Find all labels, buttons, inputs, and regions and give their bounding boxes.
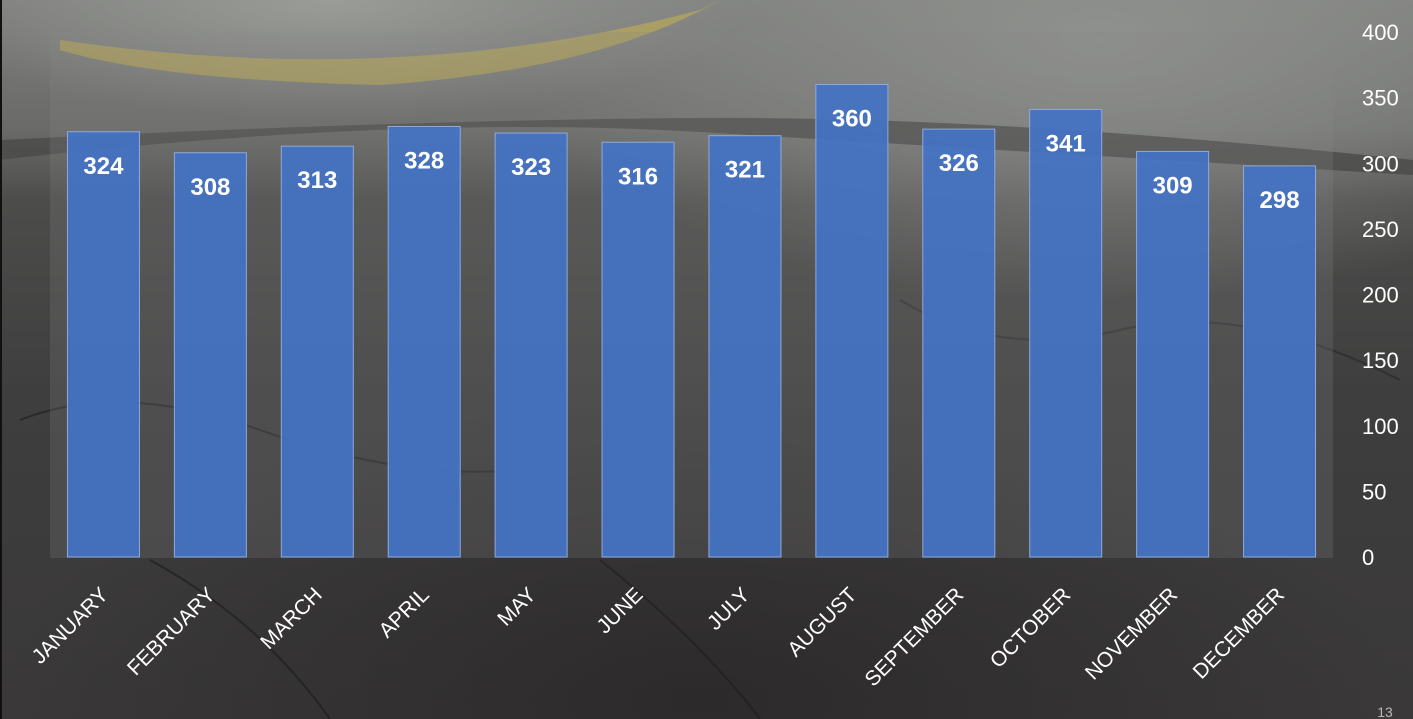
y-tick-label-350: 350 (1362, 86, 1399, 111)
x-tick-label-november: NOVEMBER (1081, 583, 1182, 684)
y-tick-label-150: 150 (1362, 348, 1399, 373)
x-tick-label-june: JUNE (593, 583, 648, 638)
x-tick-label-may: MAY (493, 583, 540, 630)
bar-november (1136, 150, 1210, 558)
plot-area (50, 32, 1333, 558)
bar-october (1029, 108, 1103, 558)
x-tick-label-february: FEBRUARY (123, 583, 220, 680)
bar-april (387, 126, 461, 558)
data-label-november: 309 (1153, 172, 1193, 199)
x-tick-label-january: JANUARY (28, 583, 113, 668)
bar-february (173, 152, 247, 558)
page-number: 13 (1377, 704, 1393, 719)
data-label-october: 341 (1046, 130, 1086, 157)
bar-july (708, 135, 782, 558)
data-label-june: 316 (618, 163, 658, 190)
x-tick-label-december: DECEMBER (1189, 583, 1289, 683)
x-tick-label-october: OCTOBER (986, 583, 1075, 672)
y-axis-labels-group: 0 50 100 150 200 250 300 350 400 (1362, 20, 1399, 570)
data-label-september: 326 (939, 150, 979, 177)
bar-january (66, 131, 140, 558)
data-label-march: 313 (297, 167, 337, 194)
x-tick-label-september: SEPTEMBER (860, 583, 968, 691)
bar-june (601, 141, 675, 558)
y-tick-label-0: 0 (1362, 545, 1374, 570)
data-labels-group: 324 308 313 328 323 316 321 360 326 341 309 298 (83, 106, 1299, 214)
x-tick-label-august: AUGUST (783, 583, 861, 661)
data-label-april: 328 (404, 148, 444, 175)
y-tick-label-400: 400 (1362, 20, 1399, 45)
x-axis-labels-group: JANUARY FEBRUARY MARCH APRIL MAY JUNE JULY AUGU… (28, 583, 1289, 691)
bar-august (815, 84, 889, 558)
data-label-may: 323 (511, 154, 551, 181)
x-tick-label-july: JULY (703, 583, 754, 634)
x-tick-label-april: APRIL (375, 583, 434, 642)
bar-september (922, 128, 996, 558)
data-label-january: 324 (83, 153, 124, 180)
data-label-december: 298 (1260, 187, 1300, 214)
bar-may (494, 132, 568, 558)
data-label-february: 308 (190, 174, 230, 201)
data-label-july: 321 (725, 157, 765, 184)
bars-group (66, 84, 1317, 558)
data-label-august: 360 (832, 106, 872, 133)
y-tick-label-250: 250 (1362, 217, 1399, 242)
x-tick-label-march: MARCH (256, 583, 327, 654)
y-tick-label-50: 50 (1362, 479, 1386, 504)
bar-december (1243, 165, 1317, 558)
y-tick-label-300: 300 (1362, 151, 1399, 176)
y-tick-label-100: 100 (1362, 414, 1399, 439)
y-tick-label-200: 200 (1362, 283, 1399, 308)
bar-march (280, 145, 354, 558)
